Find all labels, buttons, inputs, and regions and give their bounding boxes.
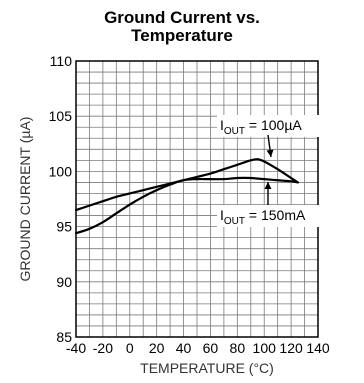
plot-frame: [75, 60, 319, 338]
x-tick-label: 20: [149, 340, 165, 356]
x-tick-label: 140: [306, 340, 330, 356]
annotation-1: IOUT = 100µA: [217, 115, 323, 158]
annotation-symbol: I: [220, 207, 224, 223]
x-tick-label: 40: [176, 340, 192, 356]
annotation-2: IOUT = 150mA: [217, 182, 323, 227]
x-tick-label: -40: [66, 340, 86, 356]
y-tick-label: 90: [56, 274, 72, 290]
chart-title-line-2: Temperature: [131, 26, 233, 45]
x-axis-label: TEMPERATURE (°C): [140, 360, 274, 376]
x-tick-label: 60: [203, 340, 219, 356]
annotation-background: [217, 115, 323, 137]
annotation-arrow-head: [266, 149, 274, 157]
chart-title-line-1: Ground Current vs.: [104, 8, 260, 27]
y-tick-label: 105: [49, 108, 73, 124]
annotation-label: IOUT = 150mA: [220, 207, 306, 227]
series-line-1: [74, 158, 299, 212]
y-tick-label: 85: [56, 329, 72, 345]
annotation-background: [217, 205, 323, 227]
grid: [76, 61, 318, 337]
annotation-arrow-head: [264, 182, 272, 189]
annotation-symbol: I: [220, 117, 224, 133]
x-tick-label: -20: [93, 340, 113, 356]
y-tick-label: 110: [50, 53, 73, 69]
y-axis-label: GROUND CURRENT (µA): [17, 117, 33, 282]
annotation-subscript: OUT: [224, 126, 245, 137]
annotation-value: = 100µA: [245, 117, 302, 133]
x-tick-label: 100: [253, 340, 277, 356]
y-tick-label: 95: [56, 219, 72, 235]
y-tick-label: 100: [49, 163, 73, 179]
series-line-2: [74, 176, 299, 235]
x-tick-label: 0: [126, 340, 134, 356]
annotation-label: IOUT = 100µA: [220, 117, 302, 137]
x-tick-label: 80: [230, 340, 246, 356]
series-group: [74, 158, 299, 235]
x-tick-label: 120: [279, 340, 303, 356]
annotation-value: = 150mA: [245, 207, 306, 223]
annotation-subscript: OUT: [224, 216, 245, 227]
